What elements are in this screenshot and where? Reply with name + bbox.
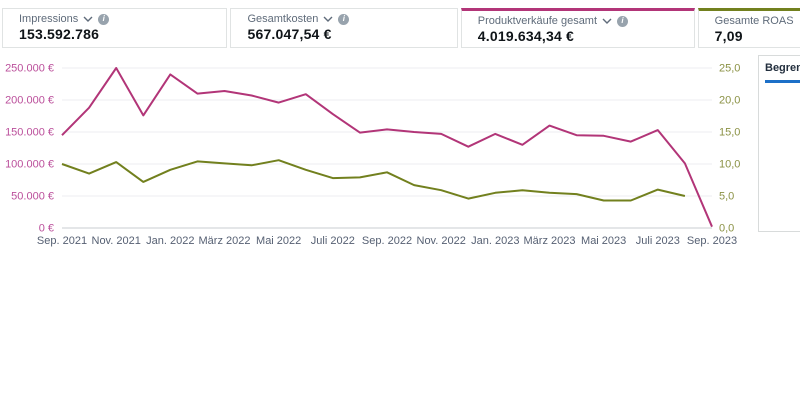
svg-text:Jan. 2023: Jan. 2023 bbox=[471, 235, 519, 247]
metric-card-label: Impressions bbox=[19, 13, 79, 25]
right-axis-labels: 0,0 5,0 10,0 15,0 20,0 25,0 bbox=[719, 63, 740, 235]
svg-text:100.000 €: 100.000 € bbox=[5, 159, 54, 171]
chevron-down-icon[interactable] bbox=[323, 16, 333, 22]
svg-text:200.000 €: 200.000 € bbox=[5, 95, 54, 107]
svg-text:Jan. 2022: Jan. 2022 bbox=[146, 235, 194, 247]
side-panel-tab[interactable]: Begren bbox=[765, 62, 800, 74]
svg-text:20,0: 20,0 bbox=[719, 95, 740, 107]
svg-text:Sep. 2021: Sep. 2021 bbox=[37, 235, 87, 247]
svg-text:250.000 €: 250.000 € bbox=[5, 63, 54, 75]
metric-card-impressions[interactable]: Impressions i 153.592.786 bbox=[2, 8, 228, 48]
svg-text:Nov. 2021: Nov. 2021 bbox=[92, 235, 141, 247]
svg-text:Juli 2022: Juli 2022 bbox=[311, 235, 355, 247]
metric-card-gesamte-roas[interactable]: Gesamte ROAS 7,09 bbox=[697, 8, 800, 48]
left-axis-labels: 0 € 50.000 € 100.000 € 150.000 € 200.000 € 25… bbox=[5, 63, 54, 235]
svg-text:Juli 2023: Juli 2023 bbox=[636, 235, 680, 247]
svg-text:Nov. 2022: Nov. 2022 bbox=[417, 235, 466, 247]
chevron-down-icon[interactable] bbox=[602, 18, 612, 24]
chevron-down-icon[interactable] bbox=[83, 16, 93, 22]
metric-card-produktverkaeufe[interactable]: Produktverkäufe gesamt i 4.019.634,34 € bbox=[460, 8, 695, 48]
svg-text:25,0: 25,0 bbox=[719, 63, 740, 75]
info-icon[interactable]: i bbox=[617, 15, 629, 27]
active-tab-indicator bbox=[765, 80, 800, 83]
svg-text:5,0: 5,0 bbox=[719, 191, 734, 203]
svg-text:Mai 2022: Mai 2022 bbox=[256, 235, 301, 247]
series-produktverkaeufe-line bbox=[61, 67, 713, 228]
svg-text:Mai 2023: Mai 2023 bbox=[581, 235, 626, 247]
svg-text:150.000 €: 150.000 € bbox=[5, 127, 54, 139]
svg-text:März 2022: März 2022 bbox=[199, 235, 251, 247]
svg-text:10,0: 10,0 bbox=[719, 159, 740, 171]
svg-text:15,0: 15,0 bbox=[719, 127, 740, 139]
performance-trend-chart: 0 € 50.000 € 100.000 € 150.000 € 200.000 € 25… bbox=[5, 63, 740, 248]
metric-cards-row: Impressions i 153.592.786 Gesamtkosten i… bbox=[2, 8, 800, 48]
side-panel: Begren bbox=[758, 55, 800, 232]
metric-card-label: Produktverkäufe gesamt bbox=[477, 15, 598, 27]
metric-card-label: Gesamte ROAS bbox=[714, 15, 794, 27]
metric-card-value: 153.592.786 bbox=[19, 26, 100, 42]
info-icon[interactable]: i bbox=[98, 13, 110, 25]
svg-text:0 €: 0 € bbox=[39, 223, 54, 235]
svg-text:0,0: 0,0 bbox=[719, 223, 734, 235]
info-icon[interactable]: i bbox=[338, 13, 350, 25]
metric-card-value: 567.047,54 € bbox=[247, 26, 332, 42]
metric-card-gesamtkosten[interactable]: Gesamtkosten i 567.047,54 € bbox=[230, 8, 458, 48]
metric-card-label: Gesamtkosten bbox=[247, 13, 319, 25]
series-roas-line bbox=[61, 159, 686, 202]
metric-card-value: 4.019.634,34 € bbox=[477, 28, 575, 44]
gridlines bbox=[62, 67, 712, 229]
metric-card-value: 7,09 bbox=[714, 28, 743, 44]
svg-text:Sep. 2022: Sep. 2022 bbox=[362, 235, 412, 247]
svg-text:50.000 €: 50.000 € bbox=[11, 191, 54, 203]
svg-text:Sep. 2023: Sep. 2023 bbox=[687, 235, 737, 247]
x-axis-labels: Sep. 2021 Nov. 2021 Jan. 2022 März 2022 Mai … bbox=[37, 235, 737, 247]
svg-text:März 2023: März 2023 bbox=[524, 235, 576, 247]
